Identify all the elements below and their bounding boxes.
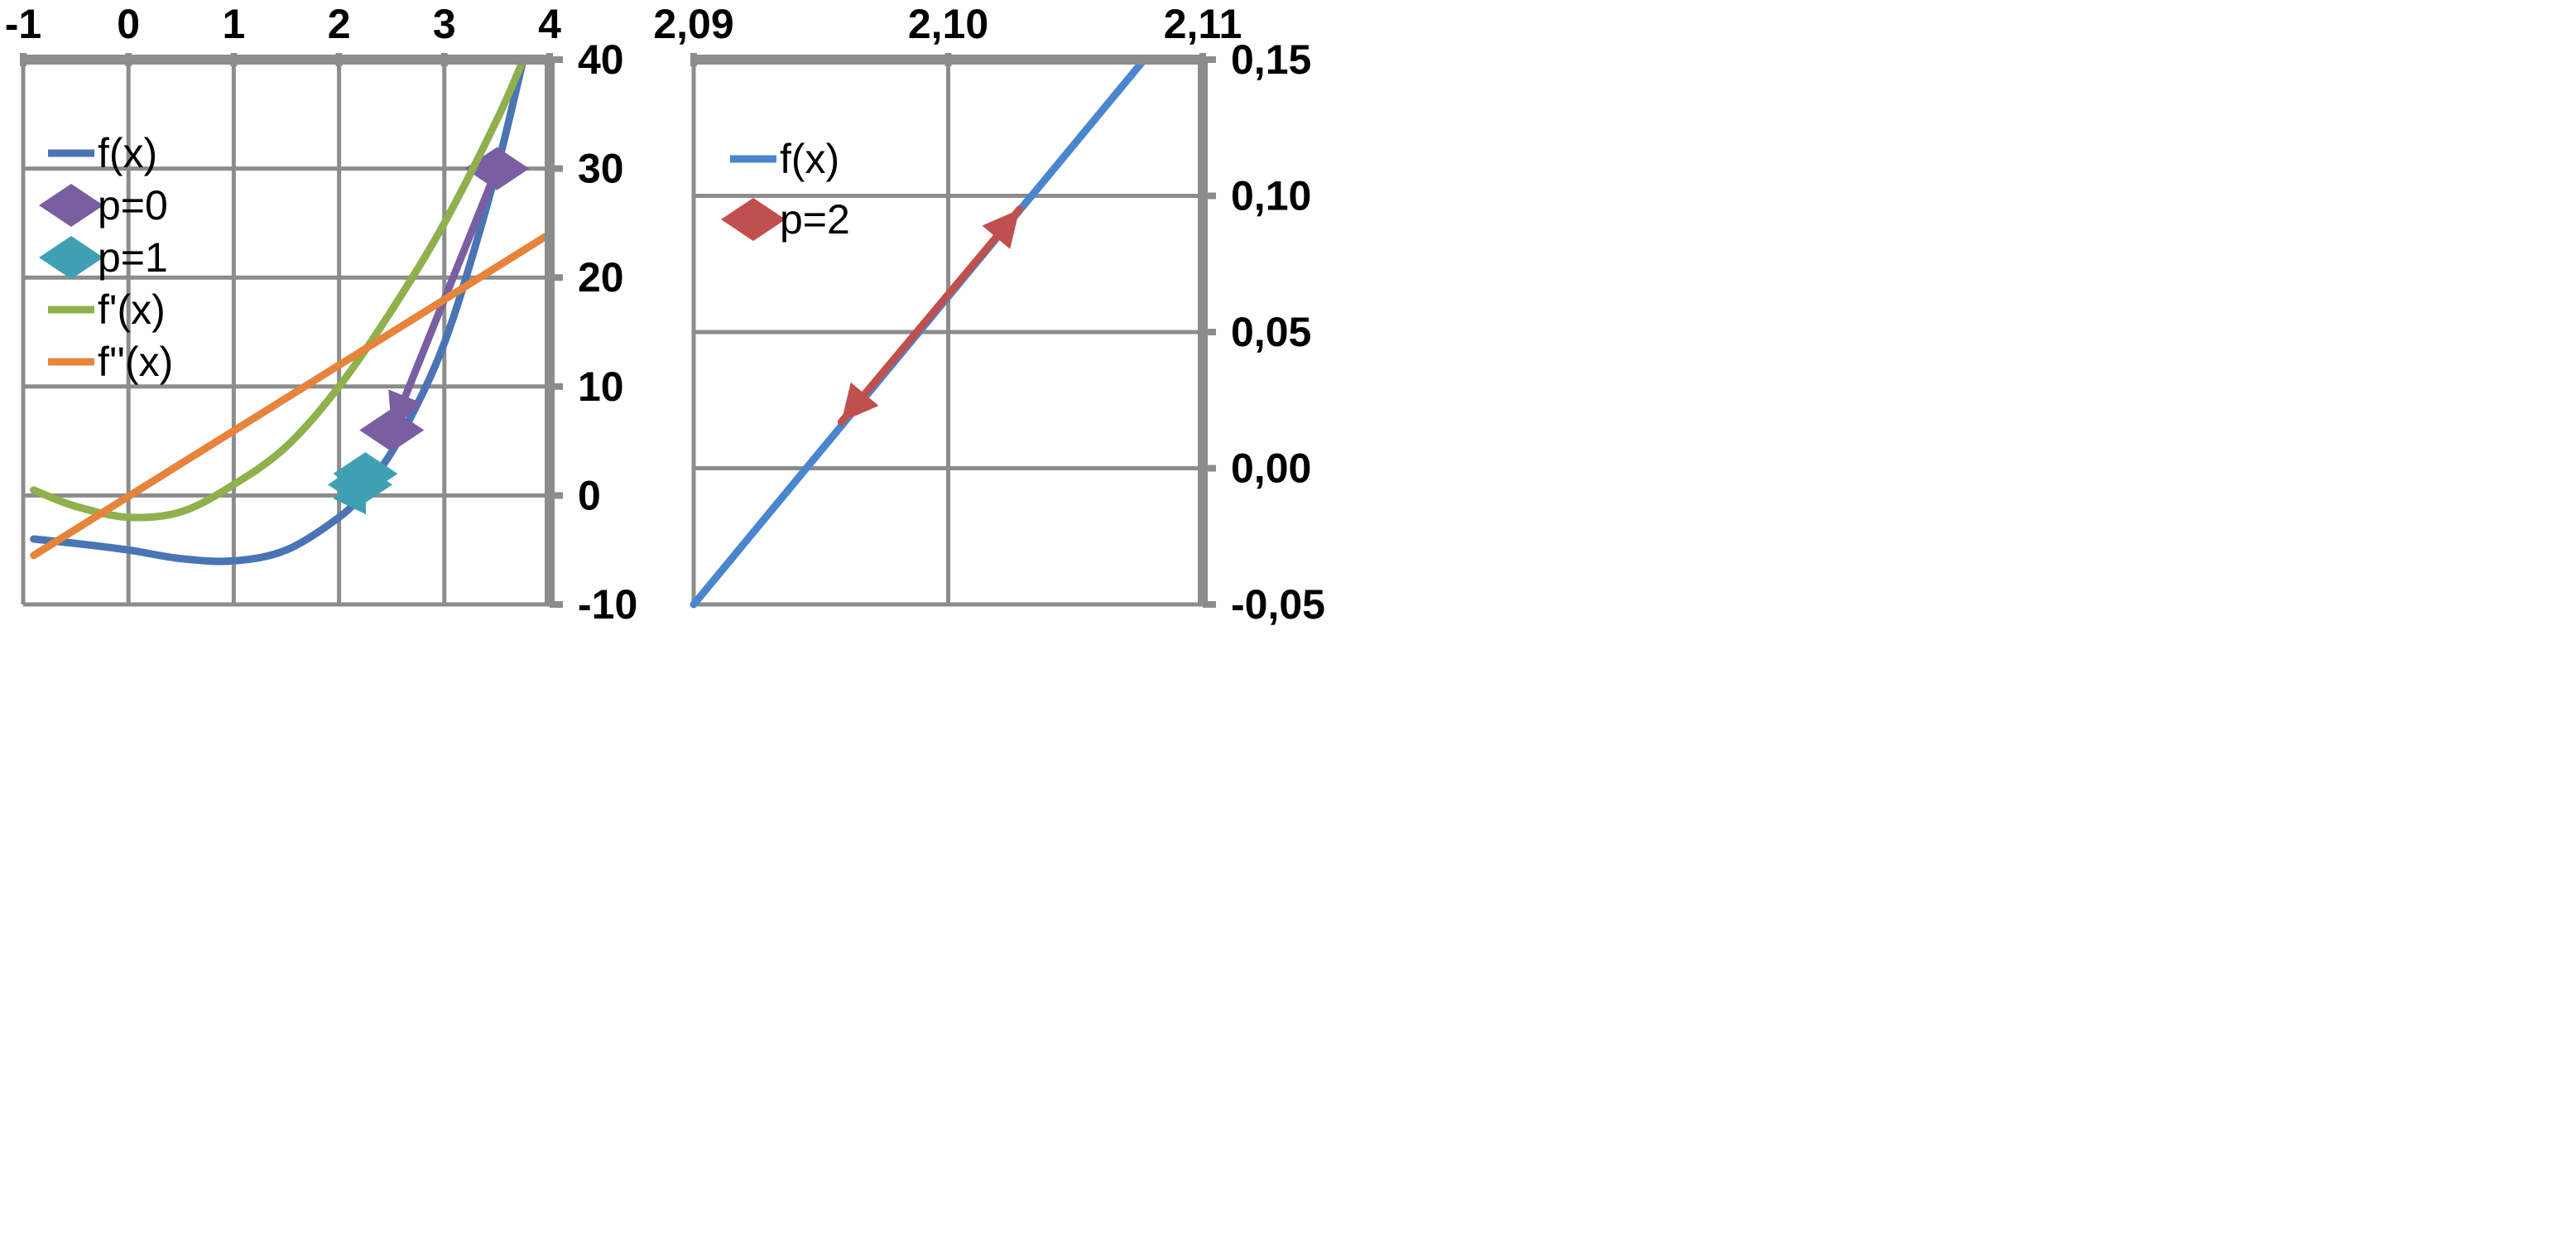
series-arrowhead	[333, 474, 367, 515]
y-tick-label: 0,05	[1231, 309, 1311, 355]
x-tick-label: 4	[538, 1, 561, 47]
x-tick-label: 2,11	[1164, 1, 1242, 47]
legend-label: p=1	[98, 234, 168, 281]
series-line-1	[837, 205, 1024, 426]
legend-marker	[39, 236, 103, 279]
legend-label: f(x)	[98, 130, 157, 176]
legend-label: f'(x)	[98, 286, 166, 333]
chart-right: 2,09 2,10 2,110,15 0,10 0,05 0,00 -0,05 f(x) p=2	[653, 1, 1325, 628]
x-tick-label: 3	[433, 1, 456, 47]
y-tick-label: 0,10	[1231, 173, 1311, 219]
legend-marker	[721, 198, 786, 241]
legend-label: f(x)	[780, 136, 839, 182]
y-tick-label: 40	[578, 36, 624, 83]
legend-marker	[39, 184, 103, 227]
y-tick-label: 0,00	[1231, 445, 1311, 492]
x-tick-label: 0	[117, 1, 140, 47]
y-tick-label: -10	[578, 581, 637, 628]
legend-label: p=0	[98, 182, 168, 229]
series-arrowhead	[982, 209, 1020, 249]
series-arrowhead	[841, 382, 879, 422]
data-point	[359, 408, 425, 452]
data-point	[333, 452, 398, 496]
y-tick-label: 0	[578, 472, 601, 518]
series-line-3	[30, 55, 527, 522]
x-tick-label: 2	[328, 1, 351, 47]
legend-label: f''(x)	[98, 339, 173, 385]
y-tick-label: 0,15	[1231, 36, 1311, 83]
y-tick-label: -0,05	[1231, 581, 1325, 628]
legend-label: p=2	[780, 196, 850, 243]
x-tick-label: 2,09	[653, 1, 733, 47]
series-arrowhead	[388, 389, 422, 431]
y-tick-label: 30	[578, 146, 624, 192]
series-line-4	[30, 230, 554, 560]
y-tick-label: 20	[578, 254, 624, 301]
x-tick-label: 1	[222, 1, 245, 47]
x-tick-label: -1	[5, 1, 41, 47]
y-tick-label: 10	[578, 364, 624, 410]
x-tick-label: 2,10	[908, 1, 988, 47]
